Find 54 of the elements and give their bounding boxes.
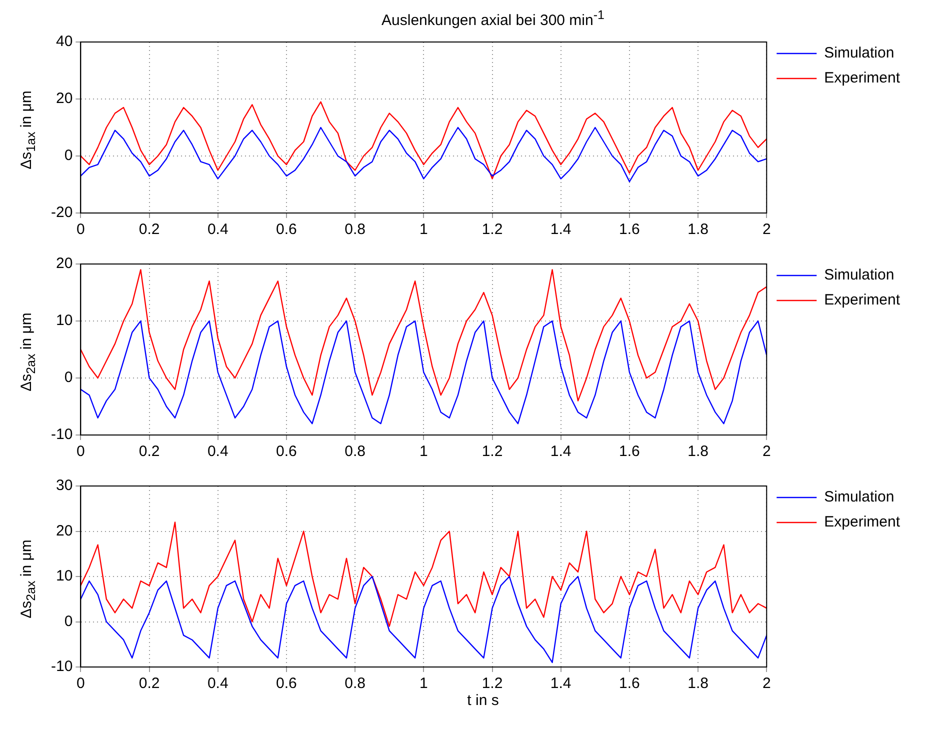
x-tick-label: 0.4 — [207, 675, 228, 692]
y-tick-label: 10 — [56, 568, 73, 585]
x-tick-label: 1 — [419, 221, 428, 238]
x-tick-label: 1.4 — [550, 443, 572, 460]
x-tick-label: 0.6 — [276, 443, 297, 460]
y-tick-label: 20 — [56, 255, 73, 272]
x-tick-label: 2 — [762, 443, 771, 460]
chart-title: Auslenkungen axial bei 300 min$^{-1}$ — [380, 8, 606, 30]
x-tick-label: 1.6 — [619, 221, 640, 238]
legend-label: Experiment — [824, 70, 901, 87]
x-tick-label: 0.4 — [207, 443, 228, 460]
x-tick-label: 0 — [76, 443, 85, 460]
x-tick-label: 1 — [419, 675, 428, 692]
x-tick-label: 0.8 — [344, 221, 366, 238]
y-tick-label: 10 — [56, 312, 73, 330]
x-tick-label: 2 — [762, 221, 771, 238]
x-tick-label: 1.6 — [619, 443, 640, 460]
legend-label: Experiment — [824, 514, 901, 531]
legend-label: Simulation — [824, 266, 894, 284]
y-tick-label: 0 — [64, 147, 73, 164]
x-tick-label: 0.8 — [344, 443, 366, 460]
x-tick-label: 0.2 — [138, 675, 160, 692]
x-tick-label: 1.2 — [482, 221, 503, 238]
x-tick-label: 1 — [419, 443, 428, 460]
y-tick-label: 20 — [56, 90, 73, 108]
x-tick-label: 0 — [76, 675, 85, 692]
x-tick-label: 1.8 — [688, 675, 708, 692]
x-tick-label: 0.6 — [276, 675, 297, 692]
x-tick-label: 1.2 — [482, 443, 503, 460]
x-tick-label: 0.6 — [276, 221, 297, 238]
y-tick-label: -10 — [50, 426, 73, 444]
x-tick-label: 0.8 — [344, 675, 366, 692]
y-tick-label: -10 — [50, 658, 73, 676]
x-tick-label: 1.4 — [550, 675, 572, 692]
legend-label: Experiment — [824, 292, 901, 309]
legend-label: Simulation — [824, 44, 894, 62]
x-tick-label: 0.2 — [138, 221, 160, 238]
x-tick-label: 1.8 — [688, 443, 708, 460]
x-tick-label: 0.4 — [207, 221, 228, 238]
x-tick-label: 1.4 — [550, 221, 572, 238]
y-tick-label: -20 — [50, 204, 73, 222]
y-tick-label: 0 — [64, 612, 73, 630]
y-tick-label: 20 — [56, 522, 73, 540]
legend-label: Simulation — [824, 488, 894, 506]
x-tick-label: 0.2 — [138, 443, 160, 460]
x-tick-label: 2 — [762, 675, 771, 692]
y-tick-label: 30 — [56, 477, 73, 494]
x-tick-label: 0 — [76, 221, 85, 238]
x-tick-label: 1.8 — [688, 221, 708, 238]
y-tick-label: 40 — [56, 33, 73, 50]
x-axis-title: t in s — [466, 692, 500, 709]
y-tick-label: 0 — [64, 369, 73, 386]
x-tick-label: 1.6 — [619, 675, 640, 692]
x-tick-label: 1.2 — [482, 675, 503, 692]
